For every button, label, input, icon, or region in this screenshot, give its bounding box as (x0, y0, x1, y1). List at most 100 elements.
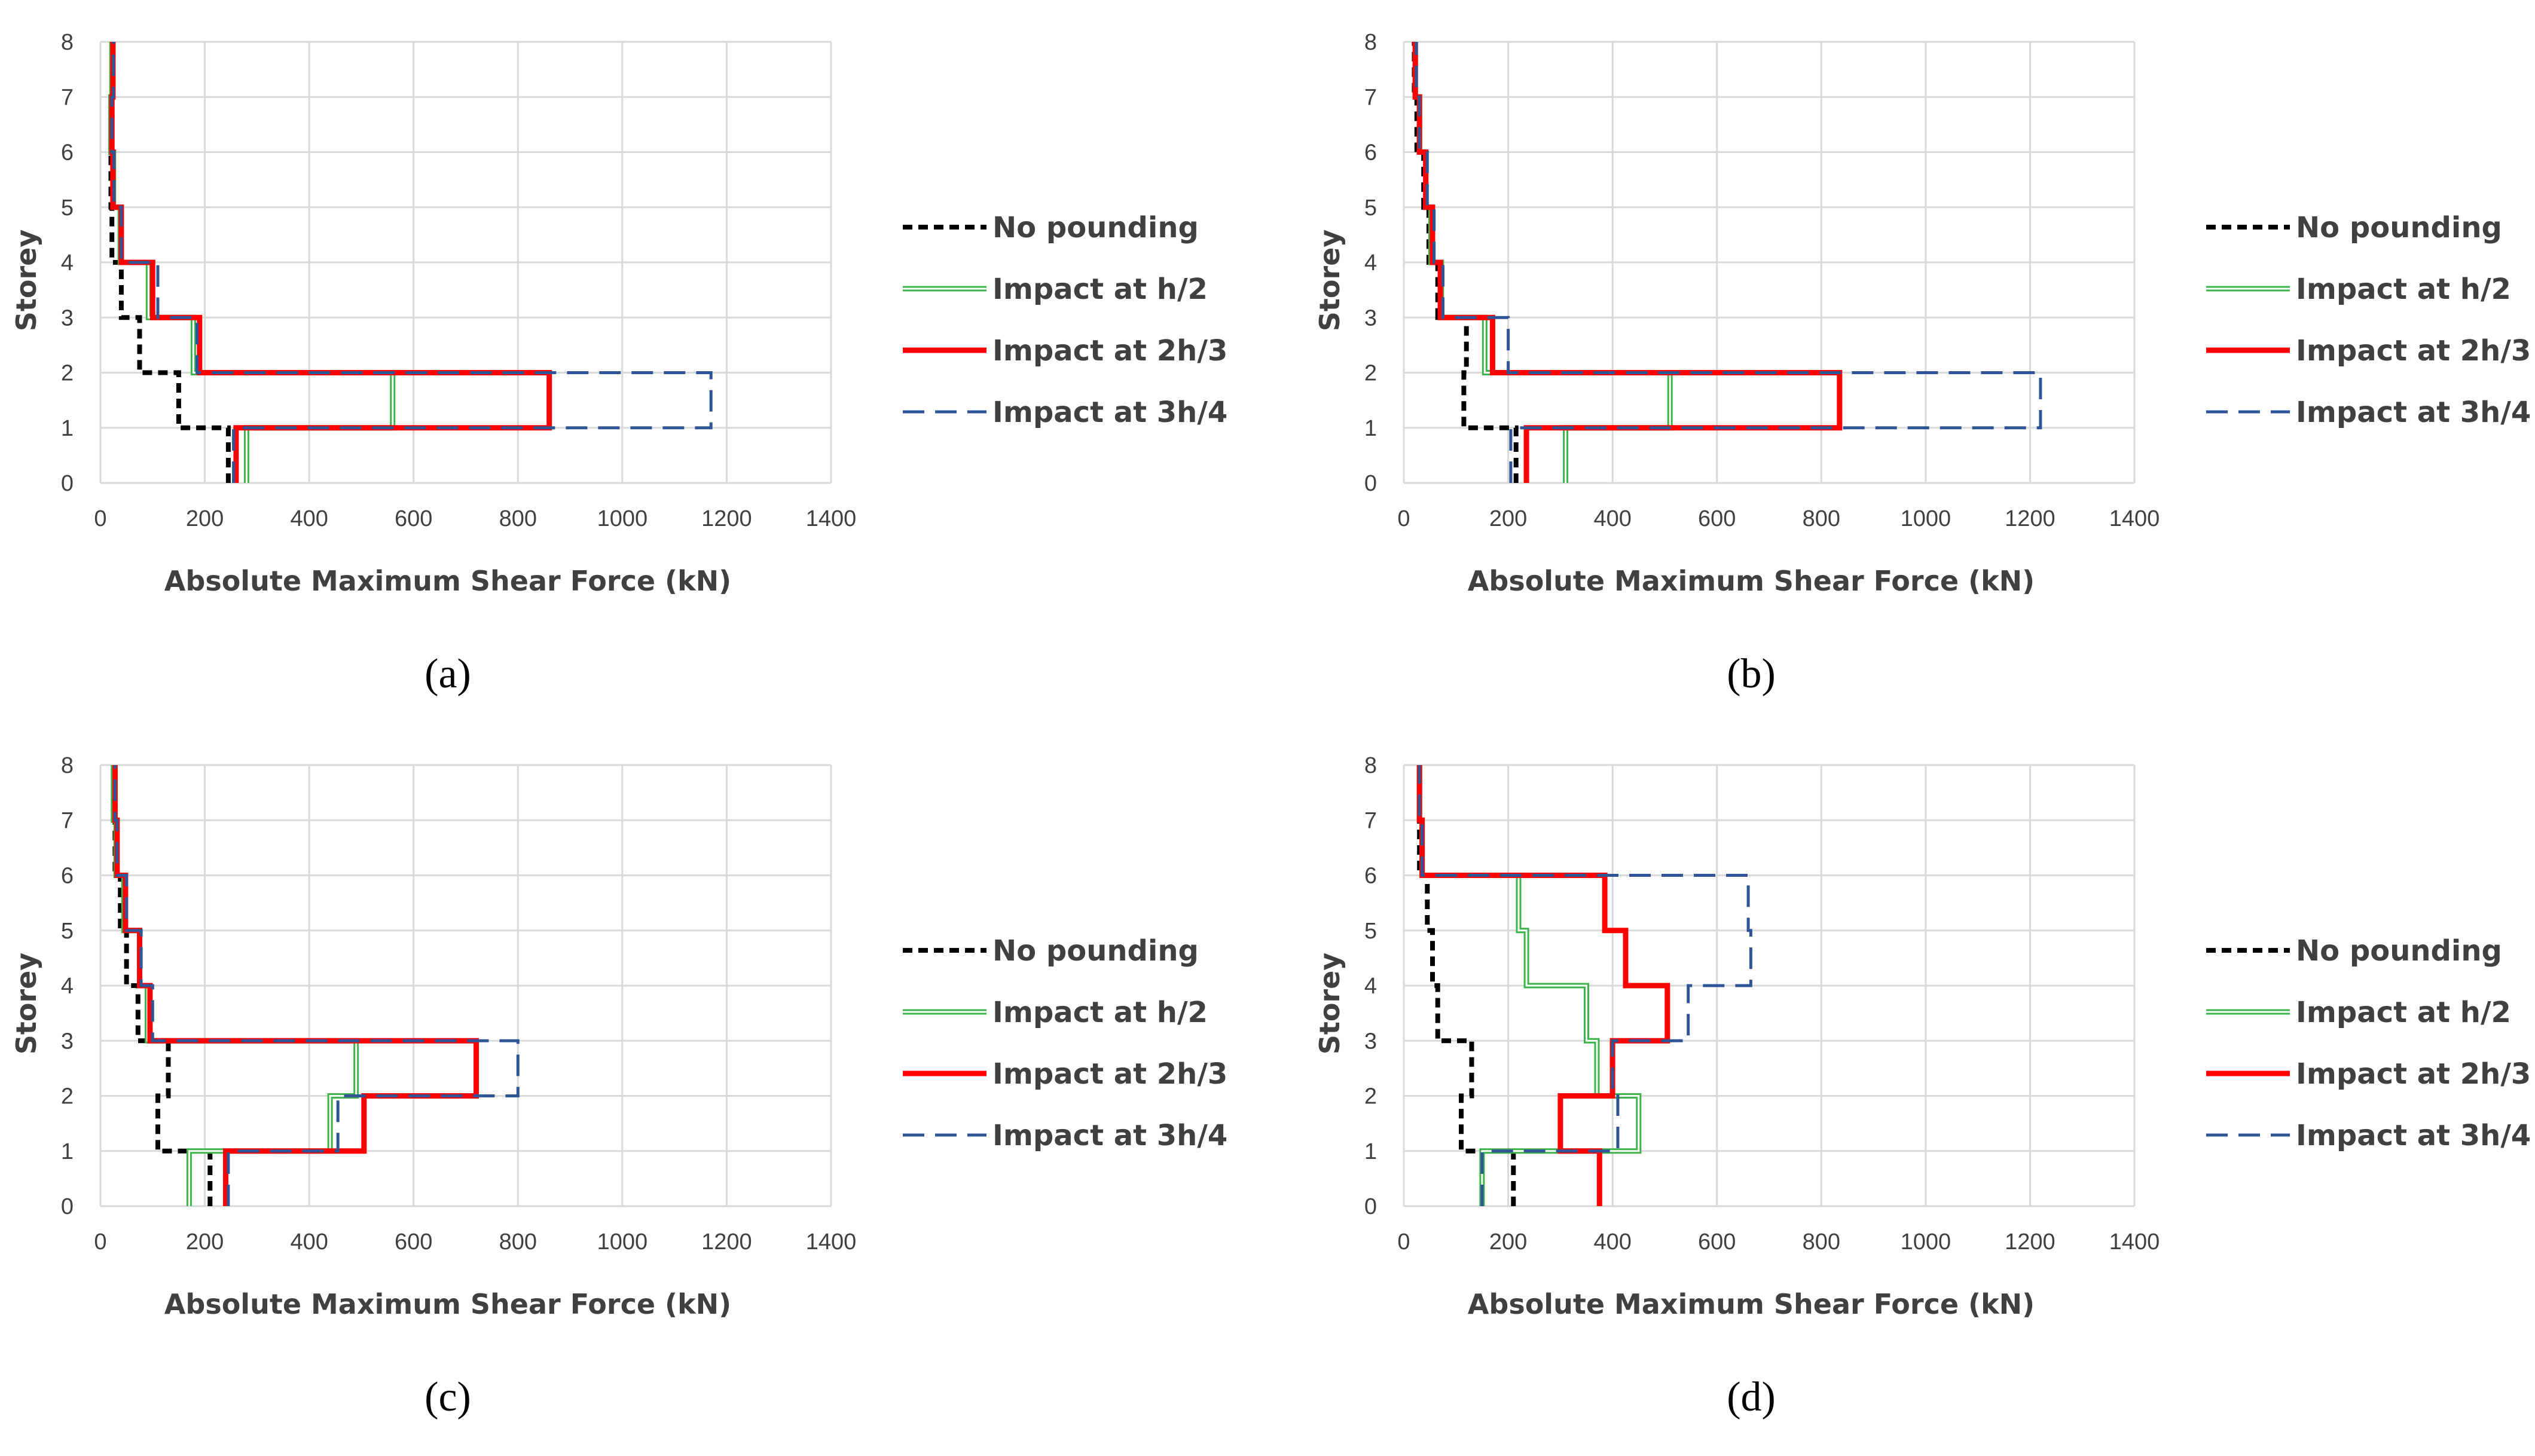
legend-label: Impact at h/2 (992, 996, 1208, 1029)
x-tick-label: 1000 (1901, 1229, 1951, 1255)
y-tick-label: 3 (61, 305, 74, 331)
legend-item-impact-at-h-2: Impact at h/2 (903, 996, 1208, 1029)
legend-item-impact-at-2h-3: Impact at 2h/3 (2206, 334, 2531, 368)
y-tick-label: 2 (1364, 361, 1377, 386)
legend-item-impact-at-3h-4: Impact at 3h/4 (2206, 1119, 2531, 1152)
legend-label: Impact at 2h/3 (2296, 334, 2531, 368)
gridlines (99, 41, 832, 484)
y-tick-label: 0 (61, 471, 74, 496)
legend-item-impact-at-2h-3: Impact at 2h/3 (2206, 1057, 2531, 1091)
legend-label: Impact at h/2 (2296, 273, 2511, 306)
y-tick-label: 4 (1364, 974, 1377, 999)
x-tick-label: 0 (94, 506, 106, 531)
x-tick-label: 200 (186, 1229, 224, 1255)
y-tick-label: 6 (1364, 140, 1377, 166)
x-tick-label: 1000 (597, 1229, 648, 1255)
y-tick-label: 2 (1364, 1084, 1377, 1109)
chart-panel-a: 0 200 400 600 800 1000 1200 1400 0 1 2 3 4 5 6 7 8 Absolu… (10, 30, 1227, 697)
y-tick-label: 8 (61, 30, 74, 55)
x-tick-label: 600 (395, 1229, 432, 1255)
y-tick-label: 8 (1364, 753, 1377, 778)
legend-item-impact-at-h-2: Impact at h/2 (2206, 273, 2511, 306)
series-impact-at-3h-4 (110, 42, 713, 483)
panel-label: (d) (1727, 1374, 1776, 1420)
y-tick-label: 5 (1364, 919, 1377, 944)
series-impact-at-3h-4 (113, 765, 520, 1206)
legend-item-impact-at-h-2: Impact at h/2 (2206, 996, 2511, 1029)
series-line-impact-at-2h-3 (1412, 42, 1843, 483)
legend-item-no-pounding: No pounding (903, 934, 1199, 968)
legend-item-no-pounding: No pounding (903, 211, 1199, 244)
x-tick-label: 800 (499, 1229, 537, 1255)
legend-label: Impact at 3h/4 (992, 396, 1227, 429)
legend-label: Impact at h/2 (992, 273, 1208, 306)
y-tick-label: 4 (61, 250, 74, 276)
legend-label: Impact at h/2 (2296, 996, 2511, 1029)
y-tick-label: 1 (1364, 416, 1377, 441)
series-impact-at-2h-3 (1412, 42, 1843, 483)
x-tick-label: 800 (499, 506, 537, 531)
legend-label: Impact at 2h/3 (2296, 1057, 2531, 1091)
x-tick-label: 200 (186, 506, 224, 531)
y-tick-label: 0 (61, 1194, 74, 1219)
legend-label: No pounding (2296, 211, 2502, 244)
x-tick-label: 1200 (701, 506, 752, 531)
legend-item-impact-at-h-2: Impact at h/2 (903, 273, 1208, 306)
legend-item-impact-at-3h-4: Impact at 3h/4 (903, 396, 1227, 429)
y-axis-title: Storey (1314, 953, 1346, 1055)
x-tick-label: 1000 (597, 506, 648, 531)
x-tick-label: 1400 (806, 1229, 857, 1255)
y-tick-label: 8 (61, 753, 74, 778)
legend-item-impact-at-2h-3: Impact at 2h/3 (903, 1057, 1227, 1091)
y-tick-label: 3 (61, 1029, 74, 1054)
series-line-impact-at-3h-4 (113, 765, 520, 1206)
x-tick-label: 1200 (2005, 1229, 2056, 1255)
series-impact-at-3h-4 (1418, 765, 1752, 1206)
x-tick-label: 0 (1397, 506, 1410, 531)
y-tick-label: 5 (61, 195, 74, 221)
legend-label: No pounding (992, 934, 1199, 968)
y-tick-label: 7 (61, 808, 74, 833)
x-tick-label: 1200 (701, 1229, 752, 1255)
x-tick-label: 1400 (806, 506, 857, 531)
chart-panel-d: 0 200 400 600 800 1000 1200 1400 0 1 2 3 4 5 6 7 8 Absolu… (1314, 753, 2531, 1420)
y-tick-label: 8 (1364, 30, 1377, 55)
panel-label: (b) (1727, 651, 1776, 697)
chart-panel-b: 0 200 400 600 800 1000 1200 1400 0 1 2 3 4 5 6 7 8 Absolu… (1314, 30, 2531, 697)
series-line-impact-at-2h-3 (1416, 765, 1670, 1206)
x-tick-label: 400 (1593, 506, 1631, 531)
y-axis-title: Storey (10, 230, 42, 332)
x-tick-label: 1000 (1901, 506, 1951, 531)
legend-item-no-pounding: No pounding (2206, 934, 2502, 968)
x-axis-title: Absolute Maximum Shear Force (kN) (1468, 565, 2035, 597)
x-axis-title: Absolute Maximum Shear Force (kN) (164, 565, 731, 597)
x-tick-label: 0 (94, 1229, 106, 1255)
y-tick-label: 6 (61, 140, 74, 166)
legend-label: Impact at 3h/4 (2296, 1119, 2531, 1152)
x-tick-label: 800 (1803, 1229, 1840, 1255)
legend: No pounding Impact at h/2 Impact at 2h/3 Im… (2206, 934, 2531, 1152)
legend-item-impact-at-3h-4: Impact at 3h/4 (903, 1119, 1227, 1152)
x-tick-label: 0 (1397, 1229, 1410, 1255)
legend-item-impact-at-3h-4: Impact at 3h/4 (2206, 396, 2531, 429)
y-tick-label: 7 (1364, 808, 1377, 833)
y-axis-title: Storey (10, 953, 42, 1055)
x-tick-label: 400 (290, 1229, 328, 1255)
legend: No pounding Impact at h/2 Impact at 2h/3 Im… (903, 934, 1227, 1152)
x-tick-label: 600 (395, 506, 432, 531)
y-tick-label: 6 (1364, 864, 1377, 889)
x-tick-label: 1400 (2109, 1229, 2160, 1255)
y-tick-label: 4 (1364, 250, 1377, 276)
panel-label: (c) (424, 1374, 471, 1420)
y-tick-label: 1 (1364, 1139, 1377, 1164)
legend-item-impact-at-2h-3: Impact at 2h/3 (903, 334, 1227, 368)
y-tick-label: 7 (1364, 85, 1377, 110)
y-tick-label: 0 (1364, 1194, 1377, 1219)
gridlines (1403, 764, 2136, 1207)
y-tick-label: 2 (61, 361, 74, 386)
x-tick-label: 200 (1489, 1229, 1527, 1255)
x-tick-label: 400 (1593, 1229, 1631, 1255)
x-tick-label: 1400 (2109, 506, 2160, 531)
legend-label: Impact at 2h/3 (992, 1057, 1227, 1091)
